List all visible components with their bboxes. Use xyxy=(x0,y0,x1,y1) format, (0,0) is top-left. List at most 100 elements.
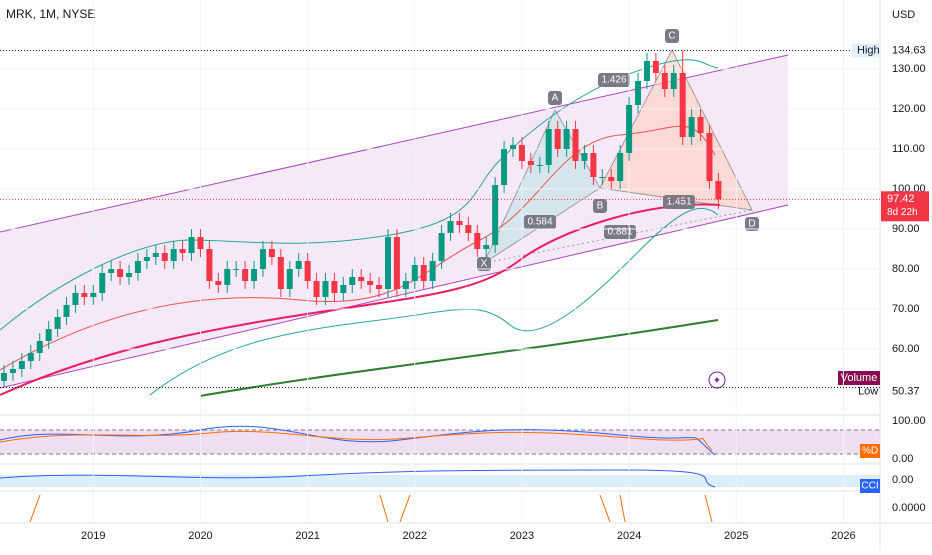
candle-body xyxy=(1,373,7,381)
candle-body xyxy=(697,117,704,133)
pattern-ratio: 0.584 xyxy=(527,217,552,228)
label-box xyxy=(477,257,491,271)
candle-body xyxy=(117,269,124,277)
candle-body xyxy=(688,117,695,137)
pane-tag xyxy=(860,479,880,493)
candle-body xyxy=(518,145,525,161)
chart-title: MRK, 1M, NYSE xyxy=(6,7,95,21)
pane-tag-label: %D xyxy=(862,446,878,457)
y-tick-label: 120.00 xyxy=(892,103,926,115)
candle-body xyxy=(429,261,436,281)
candle-body xyxy=(322,281,329,297)
candle-body xyxy=(527,161,534,165)
bollinger-lower xyxy=(149,207,719,396)
candle-body xyxy=(331,281,338,293)
pane-label: 0.0000 xyxy=(892,502,926,514)
candle-body xyxy=(126,273,133,277)
pattern-point: X xyxy=(481,259,488,270)
candle-body xyxy=(18,361,25,369)
low-value: 50.37 xyxy=(892,385,920,397)
pattern-ratio: 1.426 xyxy=(601,75,626,86)
pattern-point: C xyxy=(668,31,675,42)
candle-body xyxy=(652,61,659,73)
x-tick-label: 2019 xyxy=(81,530,105,542)
add-icon[interactable]: ✦ xyxy=(713,376,721,387)
candle-body xyxy=(367,281,374,285)
y-tick-label: 110.00 xyxy=(892,143,925,155)
candle-body xyxy=(27,353,34,361)
last-price: 97.42 xyxy=(887,193,915,205)
candle-body xyxy=(99,273,106,293)
candle-body xyxy=(411,265,418,281)
candle-body xyxy=(510,145,517,149)
candle-body xyxy=(572,129,579,161)
candle-body xyxy=(313,281,320,297)
x-tick-label: 2025 xyxy=(724,530,748,542)
label-box xyxy=(548,91,562,105)
candle-body xyxy=(670,73,677,89)
x-tick-label: 2020 xyxy=(188,530,212,542)
candle-body xyxy=(715,181,722,200)
label-box xyxy=(598,73,630,87)
candle-body xyxy=(626,105,633,153)
candle-body xyxy=(179,249,186,253)
candle-body xyxy=(679,73,686,137)
pattern-ratio: 0.881 xyxy=(607,227,632,238)
candle-body xyxy=(483,245,490,249)
candle-body xyxy=(661,73,668,89)
candle-body xyxy=(90,293,97,297)
candle-body xyxy=(152,253,159,257)
rsi-band xyxy=(0,430,880,454)
candle-body xyxy=(268,249,275,257)
y-tick-label: 90.00 xyxy=(892,223,920,235)
pane-label: 0.00 xyxy=(892,474,913,486)
high-value: 134.63 xyxy=(892,44,926,56)
candle-body xyxy=(545,129,552,165)
candle-body xyxy=(242,269,249,281)
label-box xyxy=(663,195,695,209)
candle-body xyxy=(706,133,713,181)
candle-body xyxy=(215,281,222,285)
candle-body xyxy=(233,269,240,270)
candle-body xyxy=(447,221,454,233)
channel-fill xyxy=(0,55,788,388)
candle-body xyxy=(251,269,258,281)
stoch-d xyxy=(0,430,713,451)
label-box xyxy=(745,217,759,231)
candle-body xyxy=(63,305,70,317)
candle-body xyxy=(617,153,624,181)
x-tick-label: 2023 xyxy=(510,530,534,542)
pane-tag-label: CCI xyxy=(861,481,878,492)
cci-line xyxy=(0,469,716,488)
candle-body xyxy=(108,269,115,273)
stoch-k xyxy=(0,425,716,456)
osc-line xyxy=(29,494,713,523)
last-price-tag xyxy=(881,191,929,222)
pane-label: 100.00 xyxy=(892,415,926,427)
x-tick-label: 2026 xyxy=(831,530,855,542)
candle-body xyxy=(206,249,213,281)
volume-label: Volume xyxy=(841,372,878,384)
candle-body xyxy=(188,237,195,253)
high-label: High xyxy=(857,44,880,56)
pattern-point: D xyxy=(748,219,755,230)
candle-body xyxy=(643,61,650,81)
candle-body xyxy=(54,317,61,329)
candle-body xyxy=(608,177,615,181)
pane-label: 0.00 xyxy=(892,453,913,465)
candle-body xyxy=(286,269,293,289)
label-box xyxy=(665,29,679,43)
candle-body xyxy=(161,253,168,261)
candle-body xyxy=(492,185,499,245)
pane-tag xyxy=(860,444,880,458)
low-label: Low xyxy=(858,385,878,397)
candle-body xyxy=(224,269,231,285)
y-tick-label: 70.00 xyxy=(892,303,920,315)
label-box xyxy=(593,199,607,213)
candle-body xyxy=(134,261,141,273)
candle-body xyxy=(590,153,597,177)
candle-body xyxy=(465,225,472,233)
candle-body xyxy=(420,265,427,281)
candle-body xyxy=(635,81,642,105)
